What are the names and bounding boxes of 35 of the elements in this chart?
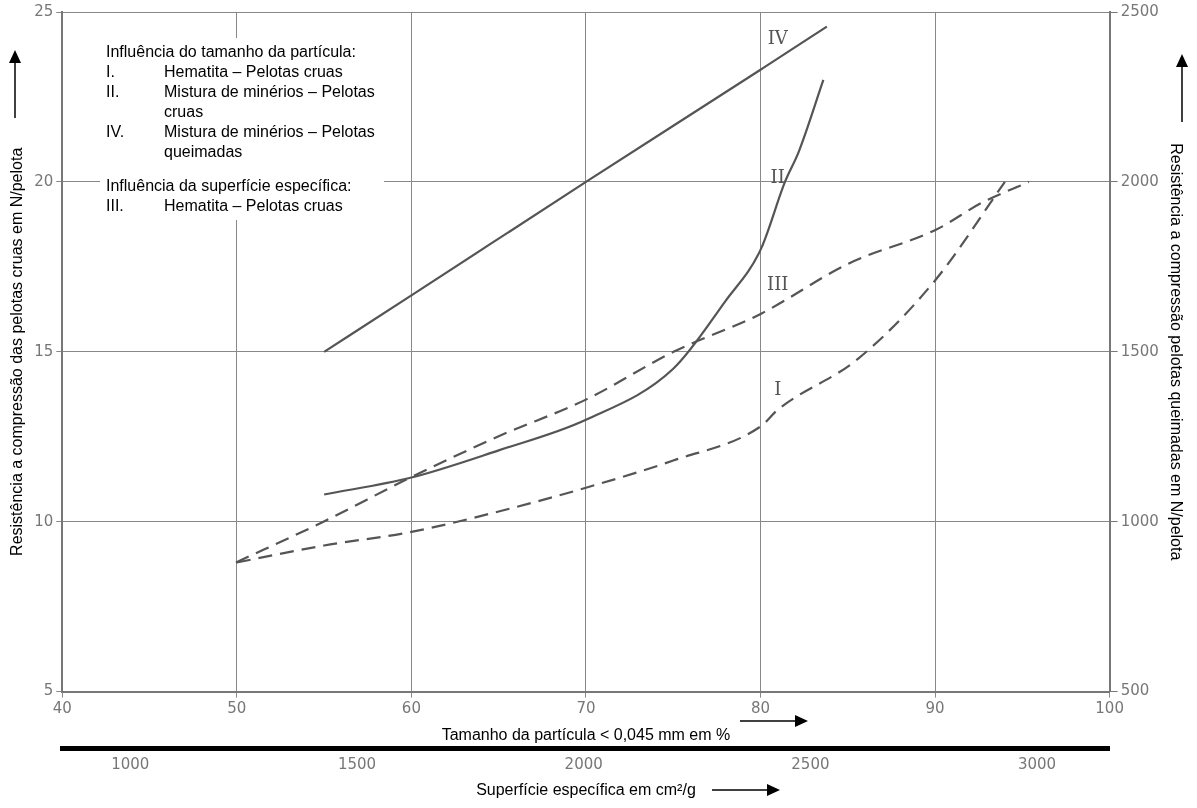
x-axis-title: Tamanho da partícula < 0,045 mm em % bbox=[441, 725, 731, 743]
annotation: Influência do tamanho da partícula: bbox=[106, 42, 357, 62]
y-tick-label: 25 bbox=[34, 1, 54, 20]
x-tick-label: 50 bbox=[227, 699, 247, 718]
y2-axis-title: Resistência a compressão pelotas queimadas em N/pelota bbox=[1167, 143, 1185, 561]
text: IV. Mistura de minérios – Pelotas queimadas bbox=[106, 123, 375, 160]
text: III. Hematita – Pelotas cruas bbox=[106, 197, 343, 214]
y-tick-label: 15 bbox=[34, 341, 54, 360]
y-tick-label: 5 bbox=[43, 681, 54, 700]
y2-tick-label: 2500 bbox=[1120, 1, 1159, 20]
series-label: I bbox=[774, 378, 782, 400]
x2-tick-label: 2000 bbox=[564, 754, 603, 773]
x2-tick-label: 1000 bbox=[111, 754, 150, 773]
x-tick-label: 40 bbox=[52, 699, 72, 718]
text: I. Hematita – Pelotas cruas bbox=[106, 63, 343, 80]
y2-tick-label: 2000 bbox=[1120, 171, 1159, 190]
y-tick-label: 20 bbox=[34, 171, 54, 190]
x-tick-label: 70 bbox=[576, 699, 596, 718]
y-tick-label: 10 bbox=[34, 511, 54, 530]
x-tick-label: 100 bbox=[1095, 699, 1124, 718]
x-tick-label: 90 bbox=[925, 699, 945, 718]
y2-tick-label: 1500 bbox=[1120, 341, 1159, 360]
y2-tick-label: 500 bbox=[1120, 681, 1150, 700]
x2-tick-label: 2500 bbox=[791, 754, 830, 773]
series-label: III bbox=[767, 272, 789, 294]
series-label: IV bbox=[767, 26, 789, 48]
y-axis-title: Resistência a compressão das pelotas cruas em N/pelota bbox=[8, 147, 26, 556]
annotation: Influência da superfície específica: bbox=[106, 176, 353, 196]
x-tick-label: 60 bbox=[401, 699, 421, 718]
x2-axis-title: Superfície específica em cm²/g bbox=[476, 780, 696, 798]
x-tick-label: 80 bbox=[750, 699, 771, 718]
x2-tick-label: 3000 bbox=[1017, 754, 1057, 773]
x2-tick-label: 1500 bbox=[337, 754, 377, 773]
text: II. Mistura de minérios – Pelotas cruas bbox=[106, 83, 375, 120]
y2-tick-label: 1000 bbox=[1120, 511, 1159, 530]
